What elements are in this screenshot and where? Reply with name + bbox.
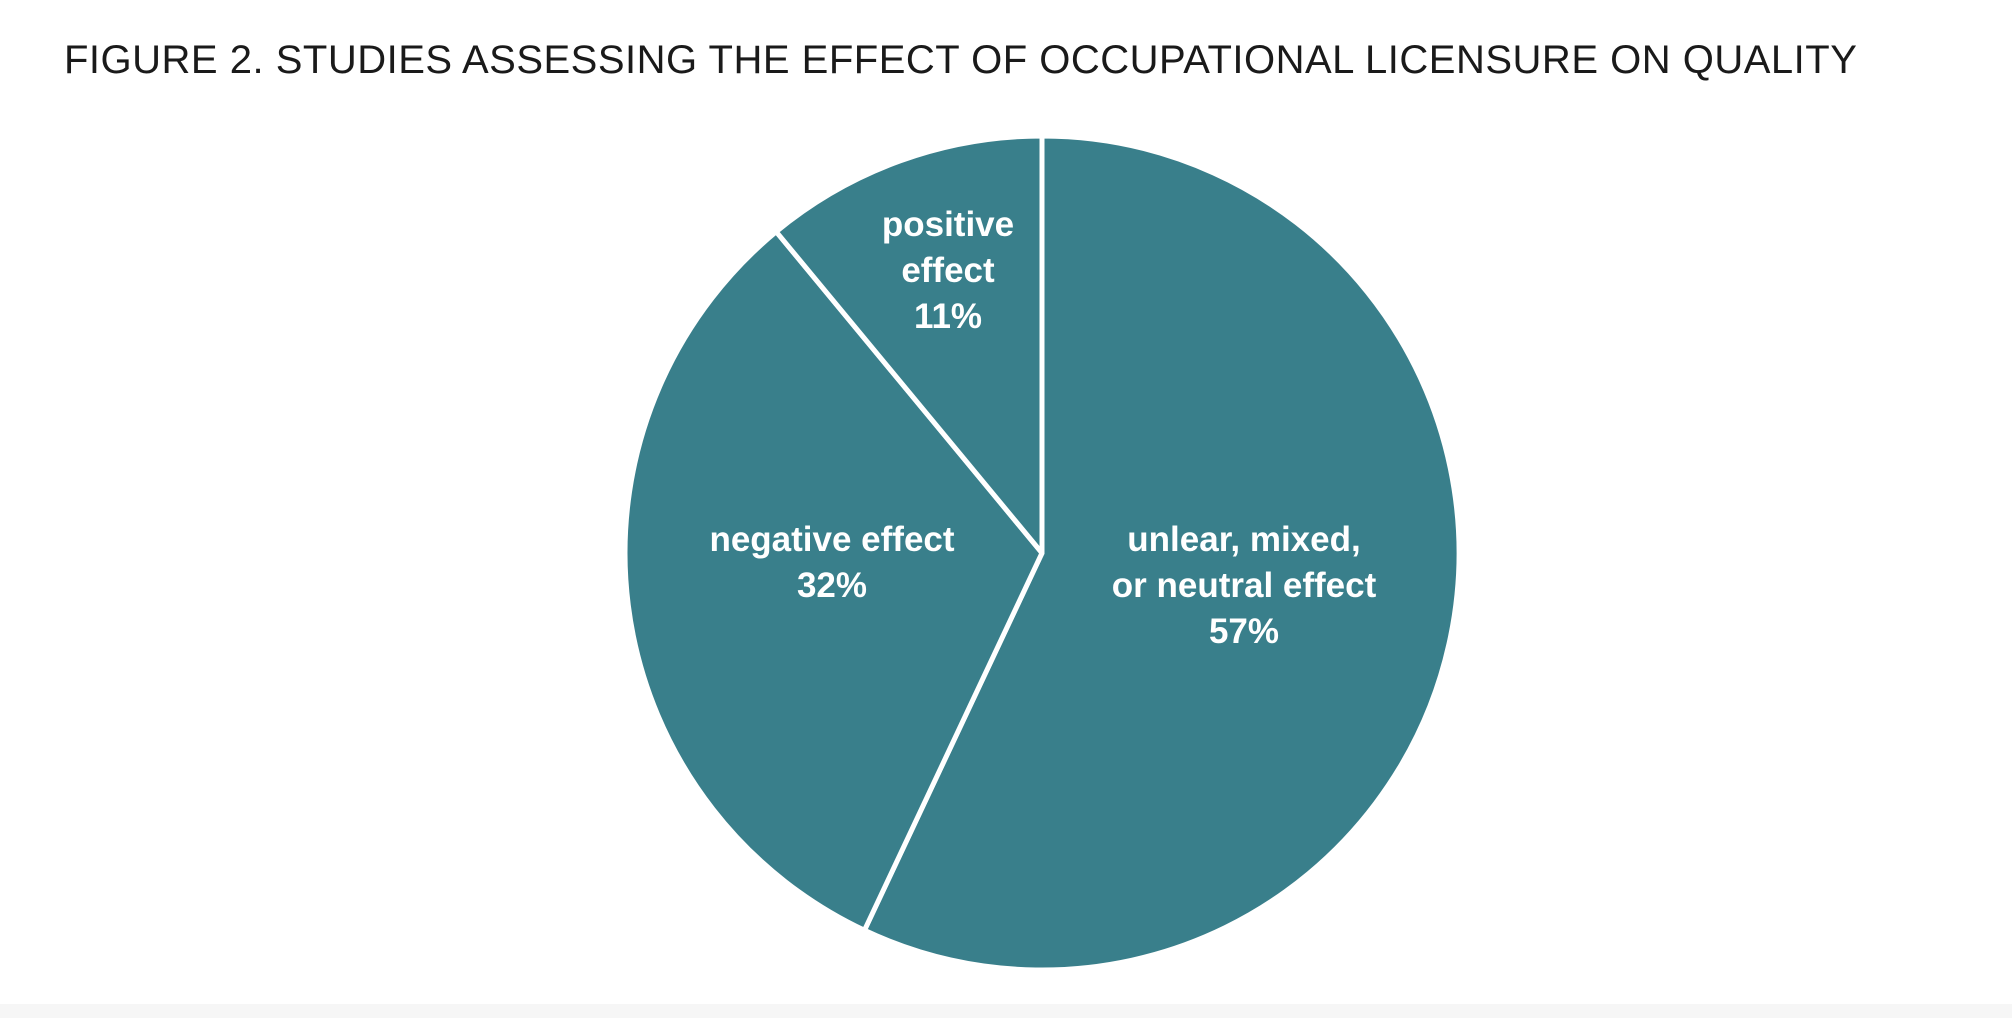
slice-label-1: negative effect 32% xyxy=(709,520,954,605)
slice-label-line: effect xyxy=(901,251,995,290)
slice-label-line: 32% xyxy=(797,566,867,605)
pie-slices xyxy=(622,133,1462,973)
slice-label-line: 11% xyxy=(914,297,982,336)
slice-label-2: positive effect 11% xyxy=(882,205,1014,336)
slice-label-0: unlear, mixed, or neutral effect 57% xyxy=(1112,520,1377,651)
chart-title: FIGURE 2. STUDIES ASSESSING THE EFFECT O… xyxy=(64,38,1858,82)
pie-slice-positive-effect xyxy=(773,133,1045,556)
slice-label-line: positive xyxy=(882,205,1014,244)
pie-slice-unclear-mixed-or-neutral-effect xyxy=(861,133,1462,973)
pie-slice-negative-effect xyxy=(622,229,1045,933)
slice-label-line: unlear, mixed, xyxy=(1127,520,1360,559)
slice-label-line: or neutral effect xyxy=(1112,566,1377,605)
slice-label-line: negative effect xyxy=(709,520,954,559)
slice-label-line: 57% xyxy=(1209,612,1279,651)
pie-labels: unlear, mixed, or neutral effect 57% negati… xyxy=(709,205,1376,651)
bottom-band xyxy=(0,1004,2012,1018)
